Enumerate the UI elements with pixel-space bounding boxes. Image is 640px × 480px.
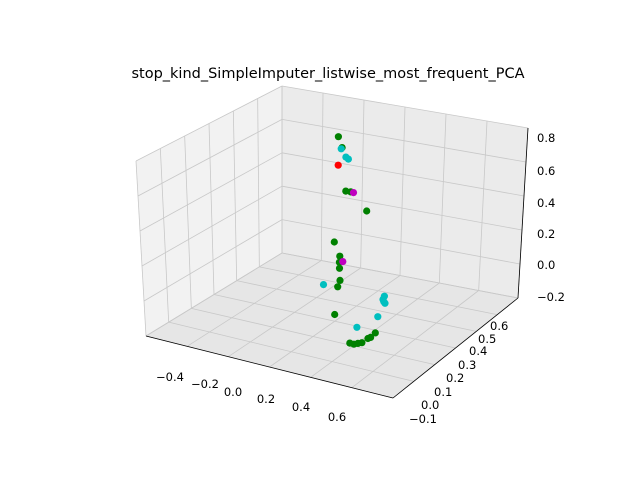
z-tick-label: 0.2: [537, 227, 555, 241]
z-tick-label: 0.8: [537, 131, 555, 145]
gridline: [281, 119, 527, 163]
gridline: [208, 123, 215, 295]
gridline: [139, 152, 283, 232]
chart-title: stop_kind_SimpleImputer_listwise_most_fr…: [131, 66, 524, 82]
scatter-point-cyan: [344, 155, 352, 163]
scatter-point-magenta: [339, 258, 347, 266]
y-tick-label: 0.5: [478, 332, 496, 346]
scatter-point-green: [331, 310, 339, 319]
scatter-point-green: [371, 329, 379, 337]
x-tick-label: 0.0: [224, 385, 242, 399]
scatter-point-green: [363, 207, 371, 215]
scatter-point-green: [358, 339, 366, 347]
pane-left: [136, 86, 282, 336]
gridline: [281, 152, 525, 197]
pane-back: [282, 86, 528, 298]
gridline: [135, 85, 283, 162]
scatter-point-green: [334, 133, 342, 141]
x-axis-line: [145, 335, 394, 399]
gridline: [137, 119, 283, 197]
scatter-point-green: [330, 238, 338, 246]
gridline: [281, 185, 523, 231]
scatter-point-green: [367, 333, 375, 341]
z-tick-label: 0.0: [537, 258, 555, 272]
y-tick-label: 0.6: [490, 319, 508, 333]
x-tick-label: 0.4: [292, 400, 310, 414]
scatter-point-magenta: [349, 189, 358, 197]
y-tick-label: −0.1: [409, 412, 437, 426]
data-points: [319, 133, 389, 348]
gridlines: [135, 85, 529, 399]
gridline: [184, 135, 192, 309]
scatter-point-green: [334, 283, 342, 291]
x-tick-label: 0.2: [257, 392, 275, 406]
pane-floor: [146, 253, 518, 398]
gridline: [360, 99, 365, 269]
gridline: [159, 148, 170, 323]
y-tick-label: 0.0: [421, 398, 439, 412]
x-tick-label: −0.2: [191, 377, 219, 391]
tick-labels: −0.4 −0.20.0 0.20.40.6 −0.10.00.10.20.30.40…: [156, 131, 565, 426]
gridline: [281, 85, 529, 129]
scatter-point-green: [336, 252, 344, 260]
scatter-point-cyan: [319, 281, 328, 289]
scatter-point-cyan: [380, 292, 388, 300]
z-axis-line: [517, 127, 529, 299]
gridline: [281, 219, 521, 265]
gridline: [281, 252, 519, 299]
gridline: [143, 219, 283, 302]
axes-panes: [136, 86, 528, 398]
gridline: [257, 98, 260, 267]
y-tick-label: 0.2: [446, 371, 464, 385]
scatter-point-cyan: [353, 323, 361, 331]
gridline: [438, 113, 447, 284]
scatter-point-red: [334, 161, 342, 169]
y-tick-label: 0.4: [469, 344, 487, 358]
gridline: [135, 160, 147, 337]
x-tick-label: −0.4: [156, 370, 184, 384]
z-tick-label: 0.6: [537, 164, 555, 178]
gridline: [141, 185, 283, 267]
scatter-point-green: [336, 276, 344, 284]
scatter-point-green: [335, 264, 344, 272]
scatter-point-cyan: [337, 145, 345, 153]
scatter-point-cyan: [374, 313, 382, 321]
gridline: [478, 120, 488, 291]
y-axis-line: [392, 297, 519, 399]
axis-lines: [145, 127, 529, 399]
gridline: [320, 92, 324, 261]
y-tick-label: 0.1: [434, 385, 452, 399]
gridline: [259, 266, 498, 316]
scatter-point-cyan: [380, 298, 388, 306]
z-tick-label: 0.4: [537, 196, 555, 210]
z-tick-label: −0.2: [537, 290, 565, 304]
gridline: [399, 106, 406, 276]
gridline: [232, 110, 238, 281]
x-tick-label: 0.6: [328, 410, 346, 424]
y-tick-label: 0.3: [458, 358, 476, 372]
